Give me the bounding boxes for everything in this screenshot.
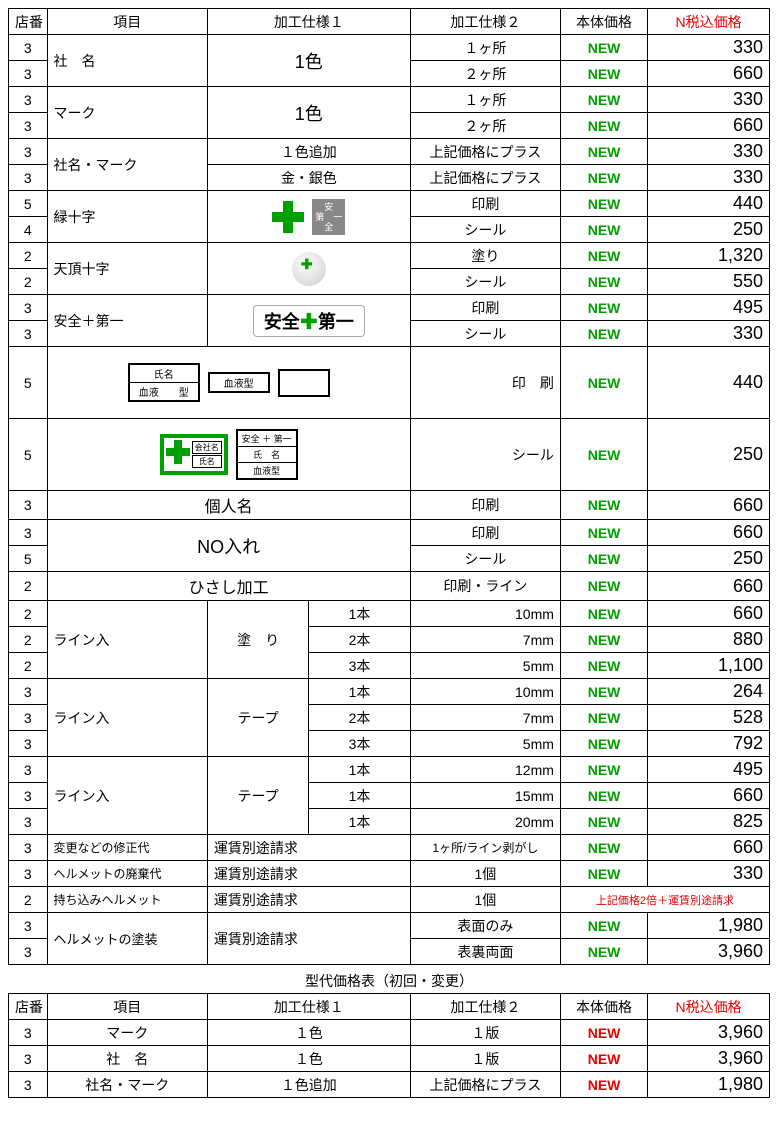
- name-blood-form-images: 氏名 血液 型 血液型: [47, 347, 410, 419]
- safety-first-banner-cell: 安全✚第一: [207, 295, 410, 347]
- main-price-table: 店番 項目 加工仕様１ 加工仕様２ 本体価格 N税込価格 3 社 名 1色 １ヶ…: [8, 8, 770, 965]
- sticker-sample-2: 安全 ＋ 第一 氏 名 血液型: [236, 429, 298, 480]
- header-row: 店番 項目 加工仕様１ 加工仕様２ 本体価格 N税込価格: [9, 994, 770, 1020]
- table-row: 3 ヘルメットの廃棄代 運賃別途請求 1個 NEW 330: [9, 861, 770, 887]
- safety-first-banner: 安全✚第一: [253, 305, 365, 337]
- hdr-tax: N税込価格: [648, 9, 770, 35]
- table-row: 3 個人名 印刷 NEW 660: [9, 491, 770, 520]
- green-cross-image: 安第 一全: [207, 191, 410, 243]
- hdr-item: 項目: [47, 9, 207, 35]
- green-cross-icon: [272, 201, 304, 233]
- blood-type-form: 血液型: [208, 372, 270, 393]
- table-row: 3 社名・マーク １色追加 上記価格にプラス NEW 1,980: [9, 1072, 770, 1098]
- name-form-1: 氏名 血液 型: [128, 363, 200, 402]
- blank-form: [278, 369, 330, 397]
- hdr-base: 本体価格: [560, 9, 647, 35]
- hdr-spec2: 加工仕様２: [410, 9, 560, 35]
- cell-spec1: 1色: [207, 35, 410, 87]
- hdr-spec1: 加工仕様１: [207, 9, 410, 35]
- table-row: 3 ライン入 テープ 1本 12mm NEW 495: [9, 757, 770, 783]
- note-cell: 上記価格2倍＋運賃別途請求: [560, 887, 769, 913]
- table-row: 2 持ち込みヘルメット 運賃別途請求 1個 上記価格2倍＋運賃別途請求: [9, 887, 770, 913]
- cell-tax: 330: [648, 35, 770, 61]
- mold-price-table: 店番 項目 加工仕様１ 加工仕様２ 本体価格 N税込価格 3 マーク １色 １版…: [8, 993, 770, 1098]
- hdr-shop: 店番: [9, 9, 48, 35]
- table-row: 5 氏名 血液 型 血液型 印 刷 NEW 440: [9, 347, 770, 419]
- sticker-sample-1: 会社名氏名: [160, 434, 228, 475]
- header-row: 店番 項目 加工仕様１ 加工仕様２ 本体価格 N税込価格: [9, 9, 770, 35]
- table-row: 3 社 名 1色 １ヶ所 NEW 330: [9, 35, 770, 61]
- table-row: 3 社 名 １色 １版 NEW 3,960: [9, 1046, 770, 1072]
- table-row: 3 ヘルメットの塗装 運賃別途請求 表面のみ NEW 1,980: [9, 913, 770, 939]
- table-row: 3 NO入れ 印刷 NEW 660: [9, 520, 770, 546]
- cell-item: 社 名: [47, 35, 207, 87]
- table-row: 3 マーク 1色 １ヶ所 NEW 330: [9, 87, 770, 113]
- table-row: 3 安全＋第一 安全✚第一 印刷 NEW 495: [9, 295, 770, 321]
- table-row: 2 天頂十字 ✚ 塗り NEW 1,320: [9, 243, 770, 269]
- helmet-top-image: ✚: [207, 243, 410, 295]
- sticker-images: 会社名氏名 安全 ＋ 第一 氏 名 血液型: [47, 419, 410, 491]
- table-row: 3 マーク １色 １版 NEW 3,960: [9, 1020, 770, 1046]
- cell-spec2: １ヶ所: [410, 35, 560, 61]
- table-row: 2 ひさし加工 印刷・ライン NEW 660: [9, 572, 770, 601]
- table-row: 2 ライン入 塗 り 1本 10mm NEW 660: [9, 601, 770, 627]
- section2-title: 型代価格表（初回・変更）: [8, 971, 770, 991]
- anzen-daiichi-badge: 安第 一全: [312, 199, 345, 235]
- helmet-icon: ✚: [292, 252, 326, 286]
- table-row: 3 ライン入 テープ 1本 10mm NEW 264: [9, 679, 770, 705]
- table-row: 5 会社名氏名 安全 ＋ 第一 氏 名 血液型 シール NEW 250: [9, 419, 770, 491]
- table-row: 5 緑十字 安第 一全 印刷 NEW 440: [9, 191, 770, 217]
- cell-shop: 3: [9, 35, 48, 61]
- cell-base: NEW: [560, 35, 647, 61]
- table-row: 3 変更などの修正代 運賃別途請求 1ヶ所/ライン剥がし NEW 660: [9, 835, 770, 861]
- table-row: 3 社名・マーク １色追加 上記価格にプラス NEW 330: [9, 139, 770, 165]
